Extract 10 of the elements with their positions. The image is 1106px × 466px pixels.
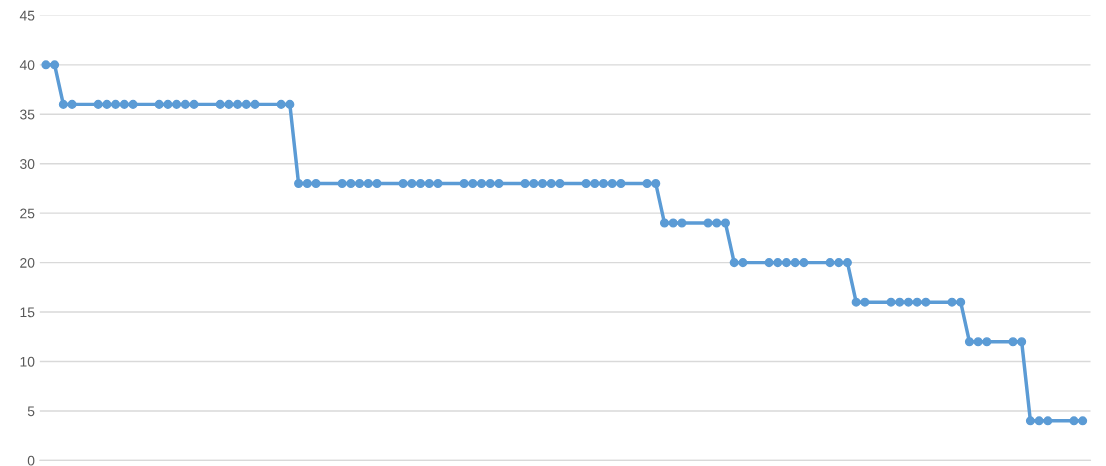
- y-tick-label: 25: [20, 208, 35, 219]
- y-tick-label: 0: [27, 455, 35, 466]
- y-tick-label: 40: [19, 60, 35, 70]
- y-tick-label: 45: [19, 10, 35, 21]
- y-tick-label: 15: [20, 307, 35, 318]
- y-tick-label: 5: [27, 406, 35, 417]
- y-tick-label: 10: [20, 356, 35, 367]
- y-tick-label: 20: [20, 257, 35, 268]
- y-tick-label: 30: [20, 159, 35, 169]
- y-tick-label: 35: [20, 109, 35, 120]
